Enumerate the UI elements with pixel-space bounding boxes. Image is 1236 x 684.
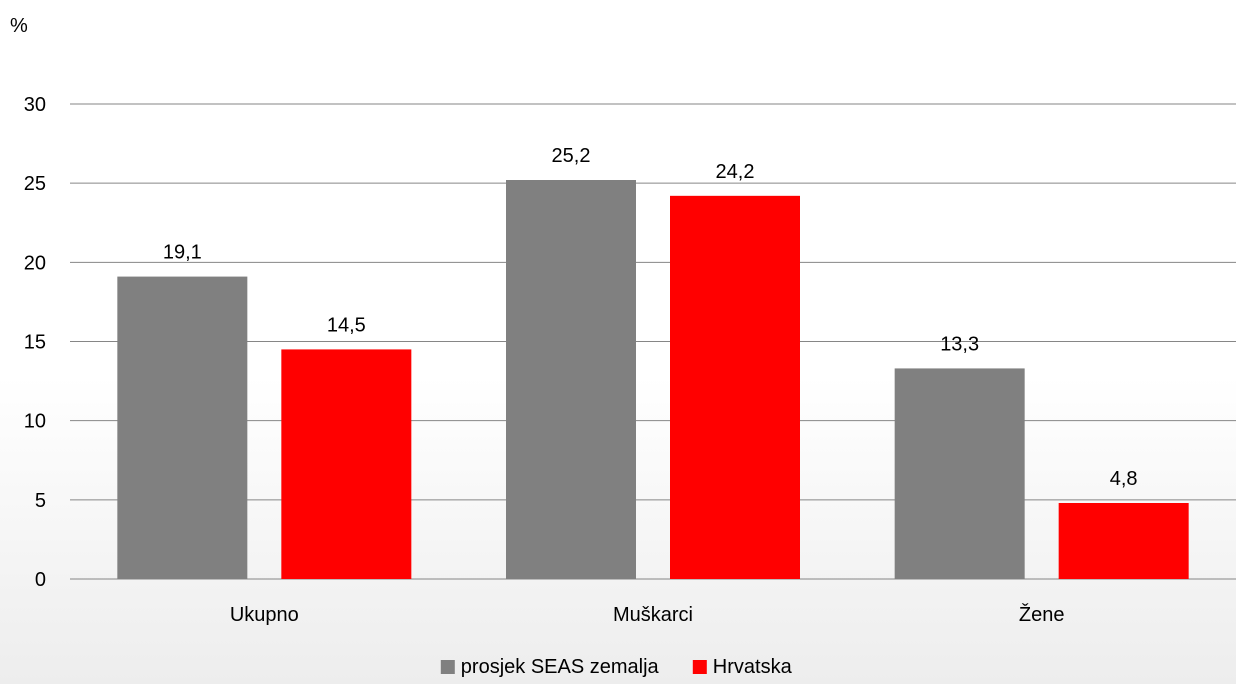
bar-value-labels: 19,1 14,5 25,2 24,2 13,3 4,8: [163, 145, 1138, 490]
y-tick-label: 15: [24, 332, 46, 354]
x-axis-category-labels: Ukupno Muškarci Žene: [230, 603, 1065, 626]
bar-value-label: 13,3: [940, 333, 979, 355]
legend-swatch: [692, 660, 707, 674]
gridlines: [70, 103, 1236, 580]
y-axis-unit-label: %: [10, 15, 28, 37]
x-category-label: Žene: [1019, 603, 1065, 626]
y-axis-tick-labels: 0 5 10 15 20 25 30: [24, 94, 46, 591]
bar-value-label: 24,2: [716, 161, 755, 183]
bar-value-label: 4,8: [1110, 468, 1138, 490]
bar: [670, 195, 800, 580]
x-category-label: Ukupno: [230, 604, 299, 626]
y-tick-label: 25: [24, 173, 46, 195]
legend-swatch: [440, 660, 455, 674]
bar: [117, 276, 248, 579]
bar: [281, 349, 412, 579]
bar: [506, 180, 636, 579]
bar-value-label: 19,1: [163, 242, 202, 264]
legend: prosjek SEAS zemalja Hrvatska: [440, 656, 793, 678]
legend-label: Hrvatska: [713, 656, 793, 678]
y-tick-label: 30: [24, 94, 46, 116]
y-tick-label: 10: [24, 411, 46, 433]
bars: [117, 180, 1189, 580]
bar-value-label: 14,5: [327, 314, 366, 336]
bar-value-label: 25,2: [552, 145, 591, 167]
legend-label: prosjek SEAS zemalja: [461, 656, 660, 678]
y-tick-label: 0: [35, 569, 46, 591]
y-tick-label: 20: [24, 252, 46, 274]
x-category-label: Muškarci: [613, 604, 693, 626]
bar: [1058, 503, 1189, 579]
bar: [894, 368, 1025, 579]
y-tick-label: 5: [35, 490, 46, 512]
